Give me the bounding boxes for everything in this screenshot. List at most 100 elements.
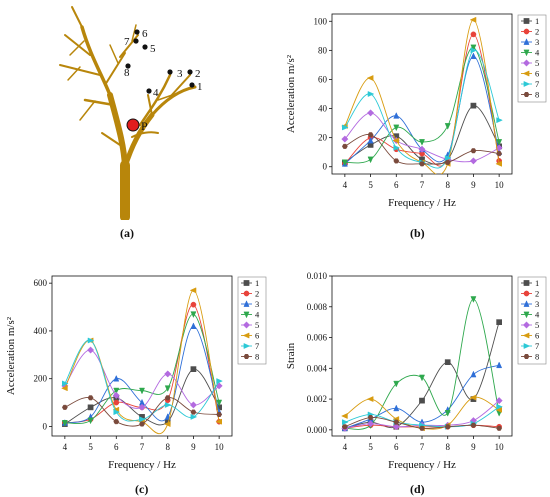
- data-point: [190, 409, 197, 415]
- data-point: [190, 301, 197, 308]
- legend-label: 2: [535, 27, 539, 37]
- data-point: [419, 161, 425, 167]
- data-point: [495, 397, 503, 405]
- legend-item: 1: [521, 278, 539, 288]
- data-point: [112, 391, 120, 399]
- data-point: [496, 403, 503, 410]
- legend-label: 6: [255, 331, 259, 341]
- series-6: [61, 287, 222, 435]
- x-tick-label: 8: [165, 442, 170, 452]
- legend-label: 8: [535, 90, 539, 100]
- data-point: [496, 117, 503, 124]
- legend-item: 6: [241, 331, 259, 341]
- series-4: [341, 296, 503, 433]
- data-point: [87, 346, 95, 354]
- caption-a: (a): [120, 226, 134, 240]
- legend-item: 4: [241, 310, 260, 320]
- legend-label: 1: [255, 278, 259, 288]
- y-tick-label: 0.004: [307, 363, 328, 373]
- x-tick-label: 6: [394, 442, 399, 452]
- legend-item: 8: [241, 352, 259, 362]
- legend-item: 3: [521, 299, 539, 309]
- legend-marker: [243, 300, 250, 307]
- y-tick-label: 0.006: [307, 333, 328, 343]
- data-point: [216, 412, 223, 418]
- data-point: [341, 143, 348, 149]
- legend-marker: [243, 354, 250, 359]
- legend-item: 7: [521, 79, 539, 89]
- legend-item: 5: [521, 320, 539, 330]
- data-point: [216, 399, 223, 407]
- point-label-8: 8: [124, 67, 130, 79]
- legend-marker: [523, 38, 530, 45]
- x-tick-label: 9: [191, 442, 196, 452]
- data-point: [163, 421, 171, 428]
- data-point: [419, 425, 425, 431]
- legend-label: 6: [535, 69, 539, 79]
- x-tick-label: 10: [495, 180, 505, 190]
- legend-label: 6: [535, 331, 539, 341]
- legend-label: 2: [535, 289, 539, 299]
- data-point: [496, 319, 502, 326]
- data-point: [367, 156, 374, 164]
- legend-marker: [243, 311, 250, 319]
- legend-marker: [523, 311, 530, 319]
- data-point: [216, 378, 223, 385]
- plot-frame: [51, 275, 233, 437]
- x-tick-label: 9: [471, 180, 476, 190]
- measure-point-2-dot: [187, 69, 193, 75]
- data-point: [341, 413, 348, 419]
- data-point: [61, 420, 68, 427]
- point-label-5: 5: [150, 43, 156, 55]
- data-point: [61, 385, 68, 392]
- data-point: [341, 424, 348, 430]
- legend-label: 1: [535, 278, 539, 288]
- data-point: [419, 139, 425, 146]
- point-label-3: 3: [177, 68, 183, 80]
- series-8: [341, 415, 503, 431]
- legend-marker: [523, 290, 530, 297]
- series-7: [62, 337, 223, 423]
- legend-box: [517, 14, 547, 103]
- data-point: [366, 396, 374, 403]
- series-8: [61, 395, 223, 427]
- data-point: [62, 380, 69, 387]
- data-point: [61, 404, 68, 410]
- legend-marker: [522, 332, 530, 339]
- data-point: [418, 145, 426, 153]
- data-point: [113, 419, 120, 425]
- x-tick-label: 9: [471, 442, 476, 452]
- data-point: [470, 44, 477, 52]
- x-tick-label: 6: [394, 180, 399, 190]
- data-point: [392, 137, 400, 144]
- x-axis-ticks: 4 5 6 7 8 9 10: [63, 436, 224, 452]
- legend-marker: [242, 321, 251, 329]
- point-label-7: 7: [124, 36, 130, 48]
- tree-measurement-points: [125, 29, 195, 94]
- data-point: [367, 109, 375, 117]
- legend-box: [237, 276, 267, 365]
- series-8: [341, 132, 503, 167]
- legend-marker: [523, 343, 531, 349]
- legend-marker: [243, 280, 250, 286]
- data-point: [113, 387, 120, 395]
- data-point: [113, 374, 120, 382]
- point-label-2: 2: [195, 68, 201, 80]
- x-tick-label: 7: [140, 442, 145, 452]
- y-tick-label: 100: [314, 16, 328, 26]
- legend-label: 8: [535, 352, 539, 362]
- legend-item: 4: [521, 48, 540, 58]
- legend-marker: [523, 28, 530, 35]
- plot-frame: [331, 275, 513, 437]
- legend-marker: [523, 280, 530, 286]
- y-tick-label: 0: [323, 162, 328, 172]
- legend-label: 3: [535, 37, 539, 47]
- legend-label: 3: [255, 299, 259, 309]
- data-point: [190, 322, 197, 329]
- data-point: [470, 370, 477, 378]
- legend-item: 2: [521, 27, 539, 37]
- legend-item: 7: [521, 341, 539, 351]
- legend-item: 6: [521, 69, 539, 79]
- data-point: [496, 425, 503, 431]
